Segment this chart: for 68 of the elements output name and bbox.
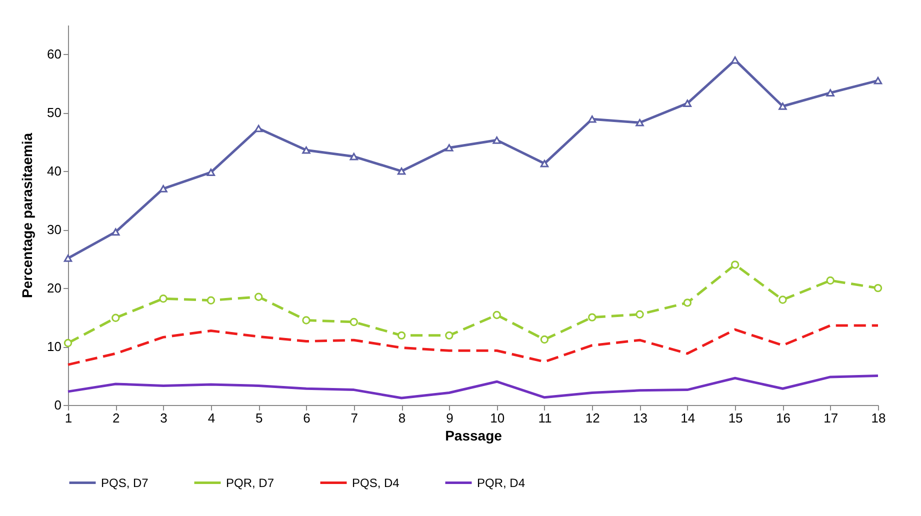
x-tick-label: 11 (538, 410, 552, 426)
point (159, 185, 168, 192)
point (254, 124, 263, 132)
point (588, 115, 596, 123)
point (540, 335, 549, 344)
point (64, 338, 72, 348)
x-tick-label: 6 (303, 410, 310, 426)
x-axis-title: Passage (445, 428, 502, 444)
point (350, 152, 358, 160)
point (826, 89, 834, 96)
legend-label: PQS, D7 (101, 476, 149, 490)
y-tick-label: 30 (47, 222, 62, 238)
point (778, 102, 787, 110)
point (445, 331, 454, 340)
point (397, 331, 406, 340)
point (206, 296, 216, 304)
line-series (66, 324, 880, 366)
y-tick-label: 60 (47, 46, 62, 62)
x-tick-label: 18 (871, 410, 886, 426)
point (492, 310, 501, 320)
point (492, 136, 501, 144)
y-axis-title: Percentage parasitaemia (19, 132, 36, 298)
legend-label: PQR, D7 (226, 476, 274, 490)
x-tick-label: 9 (446, 410, 454, 426)
point (540, 160, 549, 168)
point (206, 168, 216, 176)
x-tick-label: 1 (64, 410, 72, 426)
point (445, 144, 454, 152)
point (254, 292, 263, 301)
point (730, 56, 740, 64)
x-tick-label: 17 (824, 410, 838, 426)
point (874, 76, 882, 84)
x-tick-label: 12 (585, 410, 600, 426)
x-tick-label: 3 (160, 410, 168, 426)
point (350, 318, 358, 326)
point (159, 294, 168, 303)
y-tick-label: 10 (47, 339, 62, 354)
point (112, 314, 120, 322)
y-tick-label: 50 (47, 105, 62, 120)
point (588, 313, 596, 322)
y-tick-label: 0 (54, 398, 62, 412)
line-series (66, 374, 880, 400)
point (874, 284, 882, 292)
point (683, 298, 692, 307)
point (112, 228, 120, 236)
point (683, 100, 692, 107)
y-tick-label: 40 (47, 164, 62, 179)
x-tick-label: 10 (490, 410, 505, 426)
y-tick-label: 20 (47, 280, 62, 296)
x-tick-label: 14 (680, 410, 696, 426)
x-tick-label: 2 (112, 410, 120, 426)
x-tick-label: 8 (398, 410, 406, 426)
legend-label: PQS, D4 (352, 476, 400, 490)
point (302, 146, 310, 154)
x-tick-label: 15 (728, 410, 743, 426)
x-tick-label: 7 (350, 410, 358, 426)
x-tick-label: 16 (776, 410, 790, 426)
x-tick-label: 4 (208, 410, 216, 426)
point (302, 316, 310, 324)
point (636, 118, 644, 126)
point (730, 260, 740, 269)
point (778, 296, 787, 304)
point (636, 310, 644, 318)
legend-label: PQR, D4 (477, 476, 526, 490)
x-tick-label: 13 (633, 410, 648, 426)
point (826, 276, 834, 285)
point (397, 168, 406, 175)
x-tick-label: 5 (255, 410, 263, 426)
